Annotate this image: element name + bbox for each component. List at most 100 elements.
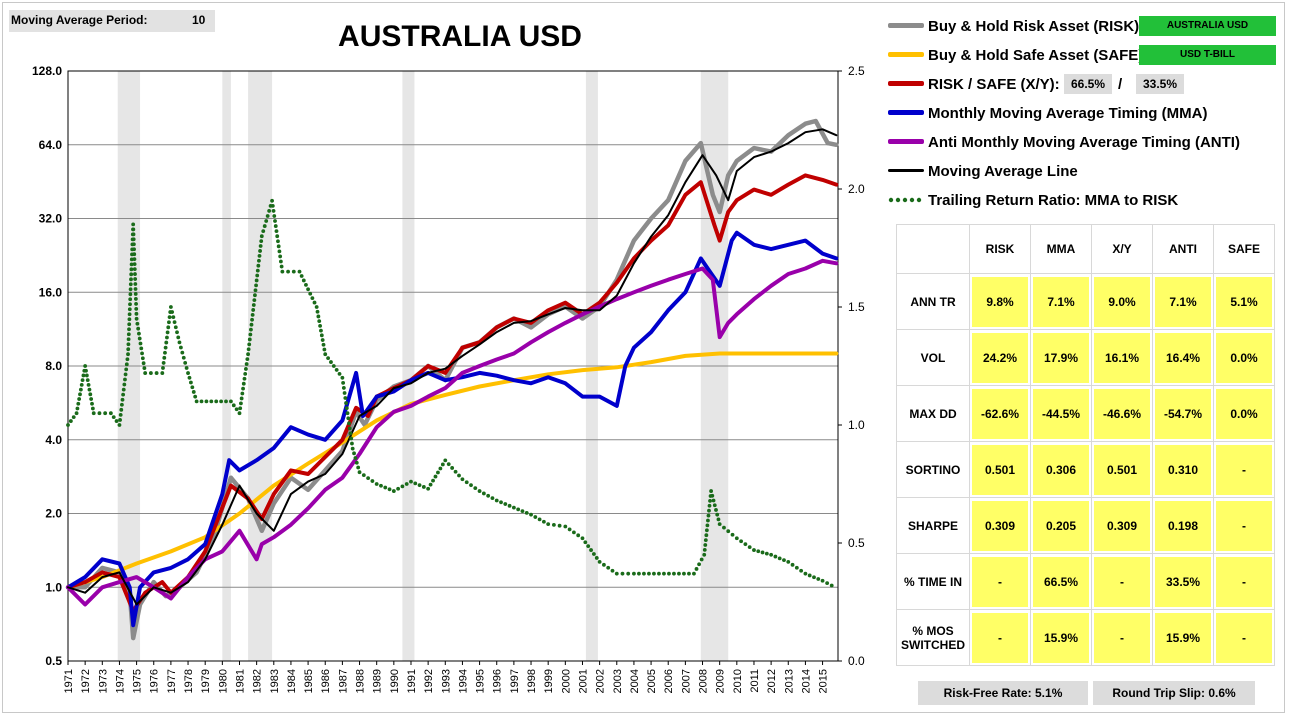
ratio-point: [111, 415, 116, 420]
ratio-point: [319, 333, 324, 338]
ma-period-label: Moving Average Period:: [11, 13, 148, 27]
ratio-point: [606, 565, 611, 570]
x-tick-label: 1973: [97, 669, 109, 693]
ratio-point: [209, 399, 214, 404]
ratio-point: [446, 462, 451, 467]
ratio-point: [68, 419, 73, 423]
round-trip-slip: Round Trip Slip: 0.6%: [1093, 681, 1255, 705]
ratio-point: [709, 489, 713, 493]
ratio-point: [84, 368, 88, 373]
ratio-point: [350, 446, 355, 451]
ratio-point: [764, 551, 769, 556]
ratio-point: [520, 509, 525, 514]
ratio-point: [137, 331, 141, 336]
ratio-point: [557, 523, 562, 528]
ratio-point: [469, 483, 473, 488]
ratio-point: [259, 239, 264, 244]
ratio-point: [342, 391, 347, 395]
ratio-point: [440, 462, 445, 467]
ratio-point: [433, 474, 438, 479]
ratio-point: [477, 489, 482, 493]
ratio-point: [257, 258, 261, 263]
ratio-point: [177, 340, 182, 345]
ratio-point: [224, 399, 228, 404]
x-tick-label: 1982: [252, 669, 264, 693]
ratio-point: [620, 571, 625, 576]
ratio-point: [438, 466, 443, 471]
ratio-point: [128, 282, 133, 287]
ratio-point: [752, 548, 756, 552]
ratio-point: [243, 371, 248, 376]
ratio-point: [322, 347, 327, 352]
x-tick-label: 1995: [475, 669, 487, 693]
legend-ratio-swatch: [888, 197, 922, 203]
y2-tick-label: 1.0: [848, 418, 865, 432]
x-tick-label: 1985: [303, 669, 315, 693]
ratio-point: [734, 536, 739, 541]
ratio-point: [820, 578, 825, 583]
ratio-point: [264, 219, 269, 223]
ratio-point: [180, 350, 185, 355]
ratio-point: [486, 493, 491, 498]
ratio-point: [259, 234, 264, 239]
legend-mma-swatch: [888, 110, 924, 115]
x-tick-label: 2015: [818, 669, 830, 693]
ratio-point: [270, 198, 274, 203]
x-tick-label: 2013: [783, 669, 795, 693]
ratio-point: [707, 508, 711, 513]
x-tick-label: 2007: [680, 669, 692, 693]
ratio-point: [114, 419, 119, 423]
ratio-point: [777, 556, 782, 561]
ratio-point: [632, 571, 636, 576]
x-tick-label: 1993: [440, 669, 452, 693]
ratio-point: [251, 303, 256, 307]
ma-period-box: [9, 10, 215, 32]
ratio-point: [704, 533, 709, 538]
x-tick-label: 2000: [560, 669, 572, 693]
ratio-point: [315, 309, 320, 314]
ratio-point: [682, 571, 686, 576]
ratio-point: [121, 392, 126, 397]
ratio-point: [79, 382, 84, 387]
ratio-point: [241, 386, 245, 391]
ratio-point: [76, 401, 81, 406]
x-tick-label: 1989: [372, 669, 384, 693]
ratio-point: [511, 505, 516, 510]
ratio-point: [715, 512, 720, 517]
ratio-point: [255, 268, 260, 273]
ratio-point: [237, 411, 242, 416]
ratio-point: [711, 498, 716, 503]
ratio-point: [572, 530, 576, 535]
ratio-point: [662, 571, 666, 576]
ratio-point: [128, 287, 133, 292]
ratio-point: [253, 288, 258, 293]
ratio-point: [80, 378, 85, 383]
ratio-point: [181, 355, 186, 360]
ratio-point: [133, 297, 138, 301]
table-cell: 16.1%: [1091, 329, 1153, 386]
ratio-point: [132, 267, 137, 272]
ratio-point: [730, 532, 735, 537]
y2-tick-label: 1.5: [848, 300, 865, 314]
ratio-point: [726, 529, 731, 534]
ratio-point: [699, 557, 704, 562]
ratio-point: [274, 229, 279, 234]
ratio-point: [75, 406, 80, 411]
ratio-point: [687, 571, 691, 576]
ratio-point: [132, 252, 137, 257]
ratio-point: [252, 298, 257, 303]
col-header: ANTI: [1152, 224, 1214, 274]
ratio-point: [133, 287, 138, 291]
ratio-point: [88, 392, 93, 397]
ratio-point: [314, 305, 319, 309]
ratio-point: [165, 335, 169, 340]
ratio-point: [258, 244, 263, 248]
table-cell: -62.6%: [969, 385, 1031, 442]
ratio-point: [129, 277, 133, 282]
ratio-point: [128, 297, 133, 302]
ratio-point: [183, 360, 188, 365]
legend-mma-label: Monthly Moving Average Timing (MMA): [928, 105, 1208, 122]
ratio-point: [163, 345, 168, 350]
ratio-point: [247, 337, 252, 342]
table-cell: 0.309: [1091, 497, 1153, 554]
